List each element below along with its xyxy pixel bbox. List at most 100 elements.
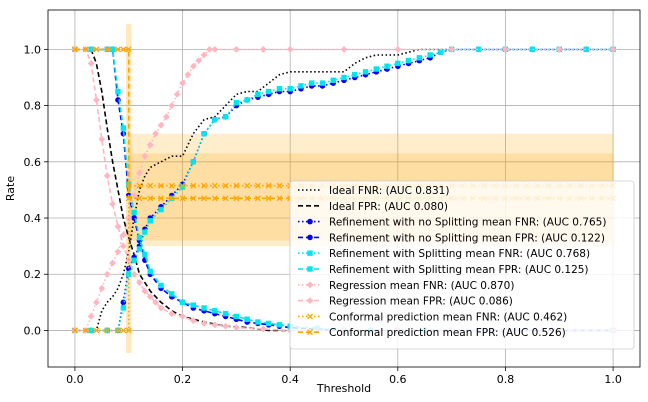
data-point bbox=[179, 79, 186, 87]
data-point bbox=[142, 251, 148, 258]
series-line bbox=[74, 184, 614, 332]
legend-box bbox=[289, 180, 635, 350]
data-point bbox=[233, 100, 240, 106]
data-point bbox=[136, 195, 143, 202]
legend-entry: Conformal prediction mean FNR: (AUC 0.46… bbox=[298, 311, 567, 323]
data-point bbox=[136, 169, 143, 177]
data-point bbox=[212, 116, 218, 123]
x-tick-label: 0.8 bbox=[497, 373, 515, 386]
data-point bbox=[341, 74, 347, 81]
data-point bbox=[307, 313, 313, 320]
data-point bbox=[222, 322, 229, 330]
data-point bbox=[244, 182, 251, 189]
data-point bbox=[265, 88, 272, 95]
data-point bbox=[529, 46, 536, 53]
data-point bbox=[255, 91, 261, 98]
data-point bbox=[254, 195, 261, 202]
data-point bbox=[233, 313, 240, 320]
data-point bbox=[120, 46, 127, 53]
data-point bbox=[184, 71, 192, 79]
data-point bbox=[189, 317, 197, 325]
data-point bbox=[115, 88, 121, 95]
data-point bbox=[286, 45, 294, 53]
data-point bbox=[158, 182, 164, 189]
legend-entry: Refinement with no Splitting mean FPR: (… bbox=[298, 232, 605, 244]
data-point bbox=[200, 320, 208, 327]
data-point bbox=[211, 321, 219, 329]
data-point bbox=[87, 60, 95, 67]
legend-label: Conformal prediction mean FPR: (AUC 0.52… bbox=[329, 327, 566, 339]
data-point bbox=[158, 206, 164, 213]
data-point bbox=[179, 184, 186, 190]
data-point bbox=[93, 96, 100, 104]
data-point bbox=[87, 313, 95, 320]
legend-label: Refinement with Splitting mean FPR: (AUC… bbox=[329, 264, 589, 276]
data-point bbox=[244, 316, 250, 322]
data-point bbox=[211, 195, 218, 202]
legend-label: Refinement with no Splitting mean FNR: (… bbox=[329, 217, 606, 229]
data-point bbox=[146, 293, 154, 301]
data-point bbox=[158, 282, 164, 289]
y-tick-label: 0.6 bbox=[24, 156, 42, 169]
data-point bbox=[259, 325, 267, 333]
data-point bbox=[104, 327, 111, 334]
data-point bbox=[190, 302, 197, 308]
data-point bbox=[201, 130, 207, 137]
data-point bbox=[104, 46, 111, 53]
data-point bbox=[115, 46, 121, 53]
data-point bbox=[201, 182, 208, 189]
legend-entry: Conformal prediction mean FPR: (AUC 0.52… bbox=[298, 327, 566, 339]
data-point bbox=[319, 80, 326, 86]
data-point bbox=[125, 182, 132, 189]
data-point bbox=[119, 242, 127, 250]
data-point bbox=[141, 287, 149, 295]
legend-label: Refinement with no Splitting mean FPR: (… bbox=[329, 232, 605, 244]
data-point bbox=[147, 268, 153, 275]
legend-entry: Regression mean FPR: (AUC 0.086) bbox=[298, 296, 513, 308]
y-axis-label: Rate bbox=[4, 176, 17, 201]
legend-entry: Refinement with Splitting mean FNR: (AUC… bbox=[298, 248, 590, 260]
data-point bbox=[169, 291, 175, 297]
data-point bbox=[352, 71, 358, 78]
data-point bbox=[158, 195, 164, 202]
data-point bbox=[475, 46, 482, 53]
data-point bbox=[405, 57, 412, 64]
data-point bbox=[115, 327, 121, 334]
data-point bbox=[157, 304, 165, 312]
data-point bbox=[307, 250, 313, 256]
data-point bbox=[179, 299, 186, 306]
data-point bbox=[200, 51, 208, 59]
data-point bbox=[307, 266, 313, 272]
data-point bbox=[309, 80, 315, 86]
data-point bbox=[93, 298, 100, 306]
data-point bbox=[125, 195, 132, 202]
data-point bbox=[71, 327, 78, 334]
legend-label: Regression mean FNR: (AUC 0.870) bbox=[329, 280, 514, 292]
series-line bbox=[74, 48, 614, 332]
legend-label: Ideal FPR: (AUC 0.080) bbox=[329, 201, 448, 213]
data-point bbox=[222, 310, 229, 317]
data-point bbox=[244, 195, 251, 202]
data-point bbox=[179, 195, 186, 202]
data-point bbox=[190, 159, 197, 165]
data-point bbox=[190, 195, 197, 202]
data-point bbox=[232, 324, 240, 332]
data-point bbox=[583, 46, 589, 53]
plot-frame bbox=[47, 9, 641, 368]
data-point bbox=[394, 45, 402, 53]
y-tick-label: 0.2 bbox=[24, 268, 42, 281]
data-point bbox=[114, 248, 122, 256]
data-point bbox=[276, 195, 283, 202]
legend: Ideal FNR: (AUC 0.831) Ideal FPR: (AUC 0.… bbox=[289, 180, 635, 350]
data-point bbox=[114, 223, 122, 230]
data-point bbox=[265, 195, 272, 202]
data-point bbox=[306, 281, 314, 289]
data-point bbox=[276, 182, 283, 189]
data-point bbox=[307, 234, 313, 241]
data-point bbox=[98, 135, 106, 143]
data-point bbox=[416, 55, 423, 61]
y-tick-label: 0.0 bbox=[24, 324, 42, 337]
x-axis-ticks: 0.0 0.2 0.4 0.6 0.8 1.0 bbox=[66, 367, 622, 386]
data-point bbox=[330, 77, 336, 83]
